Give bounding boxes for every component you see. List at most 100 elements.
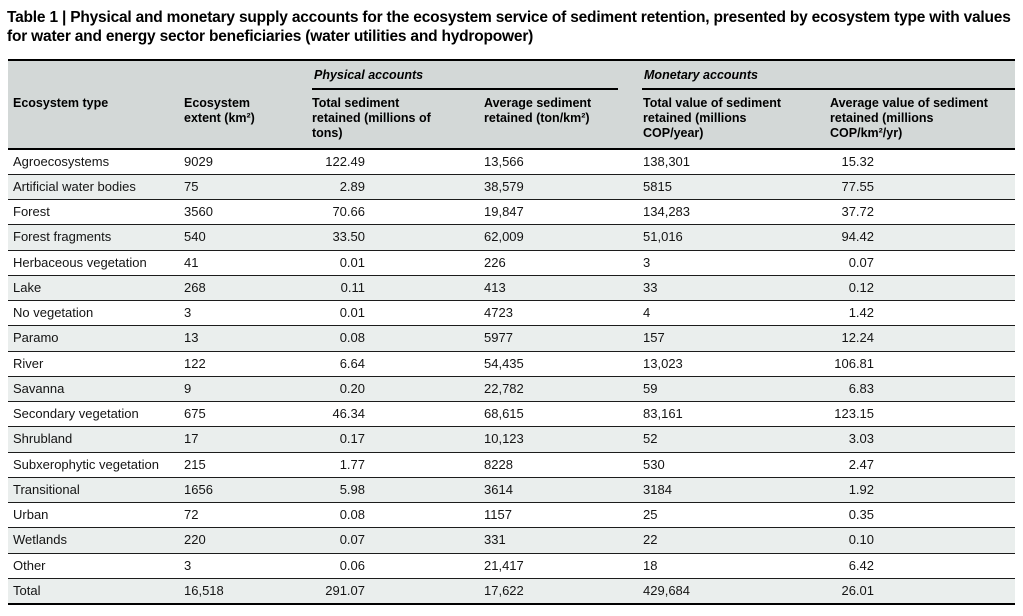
- avg-sediment-cell: 62,009: [484, 229, 524, 245]
- table-row: Wetlands 220 0.07 331 22 0.10: [8, 527, 1016, 554]
- table-row: Secondary vegetation 675 46.34 68,615 83…: [8, 402, 1016, 427]
- extent-cell: 9029: [184, 153, 213, 169]
- group-header-row: Physical accounts Monetary accounts: [8, 60, 1016, 91]
- total-value-cell: 18: [643, 557, 658, 573]
- avg-value-cell: 3.03: [828, 427, 1015, 452]
- decimal-value: 94.42: [841, 229, 875, 245]
- extent-cell: 17: [184, 431, 199, 447]
- column-header-row: Ecosystem type Ecosystem extent (km²) To…: [8, 90, 1016, 150]
- total-sediment-cell: 6.64: [312, 351, 482, 376]
- total-value-cell: 3: [643, 254, 651, 270]
- decimal-value: 0.08: [339, 330, 365, 346]
- total-value-cell: 59: [643, 380, 658, 396]
- avg-sediment-cell: 38,579: [484, 178, 524, 194]
- total-row: Total 16,518 291.07 17,622 429,684 26.01: [8, 578, 1016, 605]
- avg-value-cell: 94.42: [828, 225, 1015, 250]
- decimal-value: 0.01: [339, 305, 365, 321]
- table-row: Forest fragments 540 33.50 62,009 51,016…: [8, 224, 1016, 251]
- avg-value-cell: 6.42: [828, 553, 1015, 578]
- decimal-value: 15.32: [841, 153, 875, 169]
- table-row: Agroecosystems 9029 122.49 13,566 138,30…: [8, 149, 1016, 175]
- table-header: Physical accounts Monetary accounts Ecos…: [8, 60, 1016, 150]
- extent-cell: 540: [184, 229, 206, 245]
- extent-cell: 675: [184, 406, 206, 422]
- extent-cell: 215: [184, 456, 206, 472]
- decimal-value: 26.01: [841, 582, 875, 598]
- table-row: River 122 6.64 54,435 13,023 106.81: [8, 351, 1016, 377]
- avg-sediment-cell: 413: [484, 279, 506, 295]
- ecosystem-type-cell: Transitional: [13, 481, 80, 497]
- ecosystem-type-cell: Forest fragments: [13, 229, 112, 245]
- avg-value-cell: 15.32: [828, 149, 1015, 175]
- extent-cell: 75: [184, 178, 199, 194]
- ecosystem-type-cell: Forest: [13, 204, 50, 220]
- col-header-ecosystem-extent: Ecosystem extent (km²): [180, 90, 312, 150]
- table-row: Herbaceous vegetation 41 0.01 226 3 0.07: [8, 250, 1016, 276]
- decimal-value: 0.01: [339, 254, 365, 270]
- avg-sediment-cell: 4723: [484, 305, 513, 321]
- ecosystem-type-cell: River: [13, 355, 44, 371]
- extent-cell: 9: [184, 380, 192, 396]
- avg-value-cell: 0.07: [828, 250, 1015, 275]
- avg-sediment-cell: 68,615: [484, 406, 524, 422]
- avg-sediment-cell: 19,847: [484, 204, 524, 220]
- extent-cell: 3560: [184, 204, 213, 220]
- total-value-cell: 157: [643, 330, 665, 346]
- total-sediment-cell: 5.98: [312, 477, 482, 502]
- total-sediment-cell: 1.77: [312, 452, 482, 477]
- decimal-value: 5.98: [339, 481, 365, 497]
- ecosystem-type-cell: Paramo: [13, 330, 59, 346]
- total-value-cell: 13,023: [643, 355, 683, 371]
- decimal-value: 77.55: [841, 178, 875, 194]
- table-row: Other 3 0.06 21,417 18 6.42: [8, 553, 1016, 579]
- total-sediment-cell: 0.11: [312, 275, 482, 300]
- total-sediment-cell: 0.17: [312, 427, 482, 452]
- extent-cell: 3: [184, 557, 192, 573]
- total-sediment-cell: 0.01: [312, 250, 482, 275]
- decimal-value: 70.66: [332, 204, 365, 220]
- total-value-cell: 5815: [643, 178, 672, 194]
- decimal-value: 123.15: [834, 406, 875, 422]
- total-sediment-cell: 0.20: [312, 376, 482, 401]
- monetary-accounts-label: Monetary accounts: [642, 61, 1016, 91]
- extent-cell: 13: [184, 330, 199, 346]
- total-sediment-cell: 291.07: [312, 578, 482, 604]
- table-row: Lake 268 0.11 413 33 0.12: [8, 275, 1016, 301]
- table-title: Table 1 | Physical and monetary supply a…: [7, 9, 1011, 46]
- physical-accounts-label: Physical accounts: [312, 61, 619, 91]
- avg-value-cell: 0.10: [828, 528, 1015, 553]
- total-value-cell: 4: [643, 305, 651, 321]
- avg-value-cell: 6.83: [828, 376, 1015, 401]
- extent-cell: 268: [184, 279, 206, 295]
- decimal-value: 0.07: [848, 254, 875, 270]
- decimal-value: 3.03: [848, 431, 875, 447]
- table-body: Agroecosystems 9029 122.49 13,566 138,30…: [8, 149, 1016, 605]
- table-row: Urban 72 0.08 1157 25 0.35: [8, 503, 1016, 528]
- decimal-value: 0.10: [848, 532, 875, 548]
- total-sediment-cell: 0.08: [312, 326, 482, 351]
- avg-value-cell: 0.12: [828, 275, 1015, 300]
- avg-sediment-cell: 17,622: [484, 582, 524, 598]
- table-row: Transitional 1656 5.98 3614 3184 1.92: [8, 477, 1016, 503]
- avg-value-cell: 77.55: [828, 174, 1015, 199]
- avg-sediment-cell: 226: [484, 254, 506, 270]
- decimal-value: 0.11: [340, 279, 365, 295]
- decimal-value: 291.07: [325, 582, 365, 598]
- col-header-avg-sediment: Average sediment retained (ton/km²): [482, 90, 643, 150]
- decimal-value: 0.08: [339, 507, 365, 523]
- col-header-total-sediment: Total sediment retained (millions of ton…: [312, 90, 482, 150]
- ecosystem-type-cell: Secondary vegetation: [13, 406, 139, 422]
- decimal-value: 0.17: [339, 431, 365, 447]
- total-value-cell: 52: [643, 431, 658, 447]
- avg-sediment-cell: 1157: [484, 507, 512, 523]
- table-row: Subxerophytic vegetation 215 1.77 8228 5…: [8, 452, 1016, 478]
- table-row: Forest 3560 70.66 19,847 134,283 37.72: [8, 200, 1016, 225]
- decimal-value: 46.34: [332, 406, 365, 422]
- avg-sediment-cell: 8228: [484, 456, 513, 472]
- ecosystem-type-cell: No vegetation: [13, 305, 94, 321]
- extent-cell: 122: [184, 355, 206, 371]
- decimal-value: 1.92: [848, 481, 875, 497]
- total-value-cell: 25: [643, 507, 658, 523]
- avg-sediment-cell: 54,435: [484, 355, 524, 371]
